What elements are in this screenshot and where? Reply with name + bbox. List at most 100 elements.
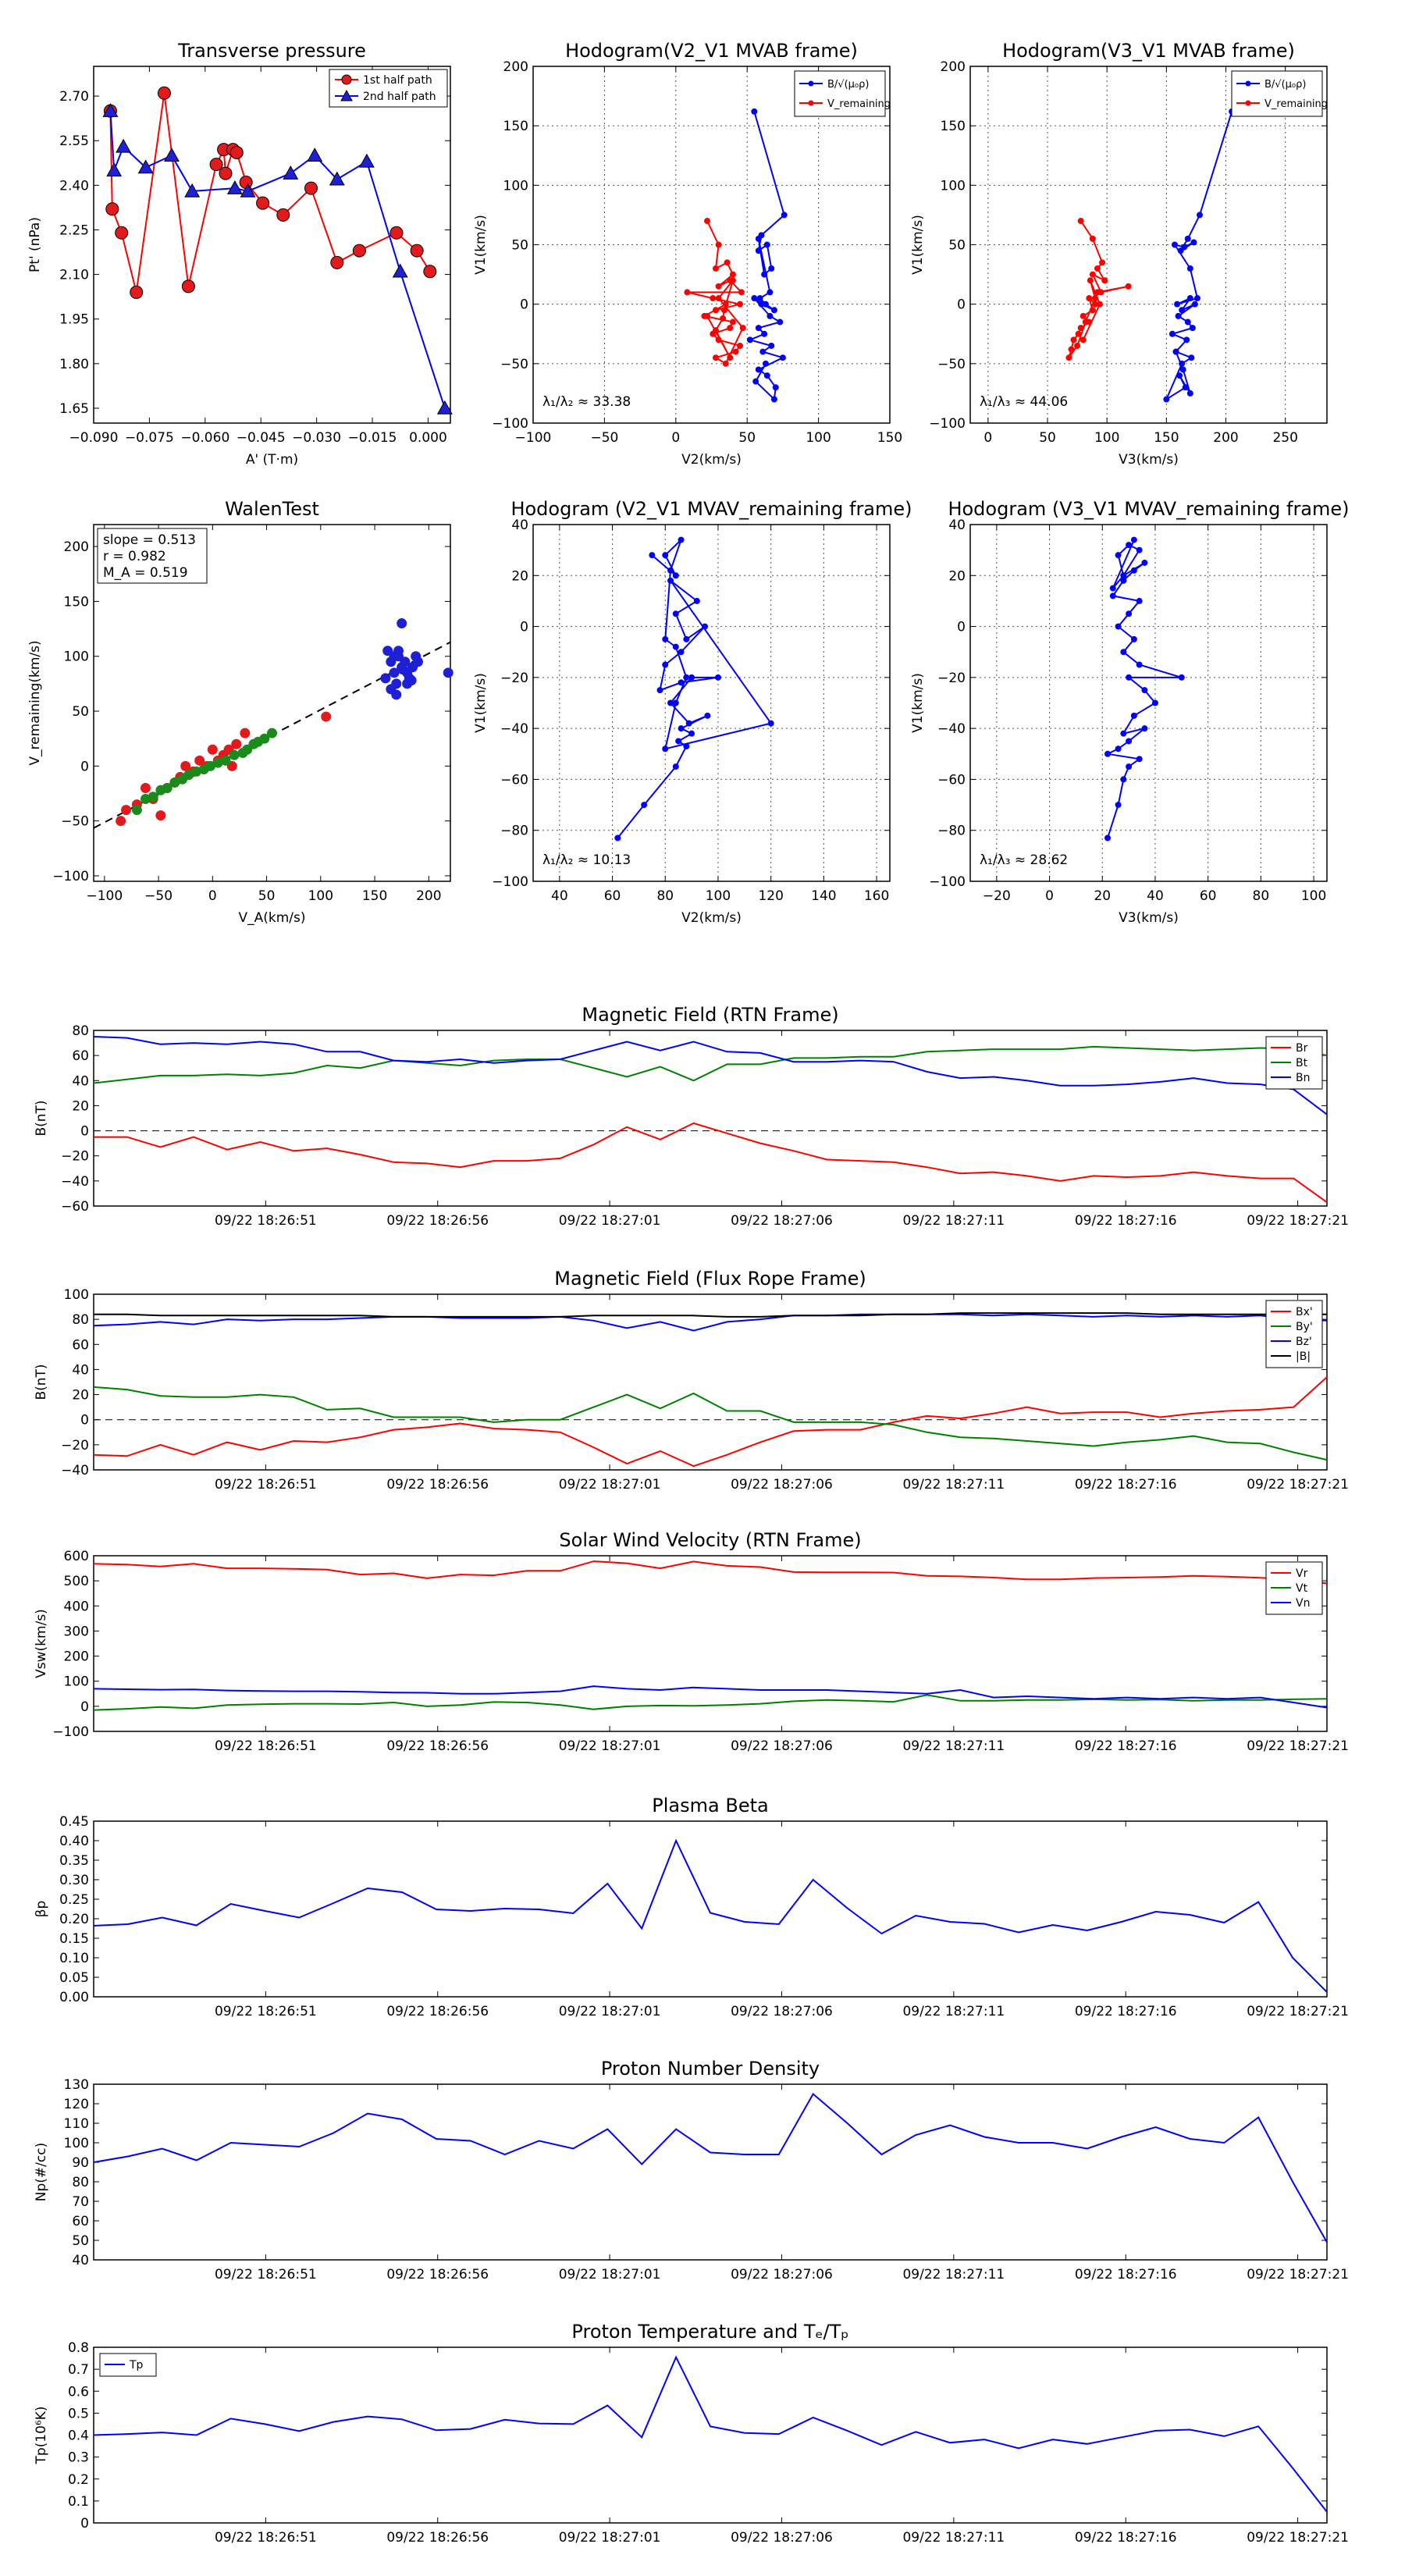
legend-label: B/√(μ₀ρ) (1264, 79, 1306, 91)
scatter-point-red (231, 738, 242, 749)
x-tick-label: 09/22 18:26:51 (215, 2530, 317, 2546)
x-tick-label: 09/22 18:26:56 (386, 2267, 489, 2282)
legend: Bx' By' Bz' |B| (1265, 1300, 1323, 1368)
x-tick-label: −0.060 (180, 430, 229, 446)
x-tick-label: 09/22 18:27:01 (559, 2004, 661, 2019)
hodogram-point-b (1183, 336, 1190, 343)
hodogram-point-b (662, 552, 669, 559)
legend-label: Bx' (1296, 1306, 1313, 1318)
hodogram-point-b (667, 577, 674, 584)
hodogram-point-v (727, 325, 734, 332)
y-tick-label: 60 (72, 1337, 89, 1353)
x-tick-label: 09/22 18:27:11 (902, 1213, 1005, 1229)
hodogram-point-b (1178, 674, 1185, 681)
hodogram-point-b (767, 312, 774, 319)
hodogram-point-b (746, 336, 753, 343)
data-point-2nd-half (102, 102, 119, 117)
x-axis-label: V2(km/s) (681, 452, 742, 468)
hodogram-point-b (683, 742, 690, 749)
chart-proton_number_density: Proton Number Density 40 50 60 70 80 90 100 110 1… (34, 2058, 1349, 2282)
series-line-Bx (93, 1376, 1328, 1468)
x-tick-label: 60 (604, 888, 621, 904)
legend-label: B/√(μ₀ρ) (827, 79, 869, 91)
y-tick-label: 1.95 (59, 312, 89, 328)
hodogram-point-b (1197, 212, 1204, 219)
hodogram-point-b (667, 699, 674, 706)
x-tick-label: 100 (806, 430, 831, 446)
plot-frame (93, 2083, 1328, 2261)
y-tick-label: −20 (937, 671, 966, 686)
hodogram-point-b (767, 289, 774, 296)
y-tick-label: −40 (61, 1463, 89, 1478)
y-tick-label: 40 (72, 2253, 89, 2268)
series-line-beta (93, 1838, 1328, 1993)
x-tick-label: 50 (1039, 430, 1056, 446)
hodogram-point-b (656, 687, 663, 694)
chart-hodogram_v3_v1_mvav: Hodogram (V3_V1 MVAV_remaining frame) −10… (910, 498, 1350, 926)
x-tick-label: 09/22 18:27:11 (902, 2267, 1005, 2282)
legend-label: Tp (129, 2359, 144, 2371)
y-tick-label: 0.35 (59, 1853, 89, 1869)
hodogram-point-v (737, 342, 744, 349)
hodogram-point-b (767, 720, 774, 727)
y-tick-label: −40 (937, 721, 966, 737)
hodogram-point-b (1172, 241, 1179, 248)
y-tick-label: −80 (937, 824, 966, 839)
y-tick-label: −50 (937, 357, 966, 372)
hodogram-point-b (770, 396, 777, 403)
data-point-2nd-half (116, 138, 132, 153)
legend: Vr Vt Vn (1265, 1561, 1323, 1615)
eigenvalue-ratio-annotation: λ₁/λ₂ ≈ 33.38 (542, 394, 631, 410)
legend-label: Bz' (1296, 1336, 1312, 1348)
x-tick-label: 250 (1272, 430, 1297, 446)
x-tick-label: 200 (416, 888, 441, 904)
scatter-point-red (207, 744, 218, 755)
y-tick-label: 90 (72, 2155, 89, 2171)
y-tick-label: 0 (80, 1124, 89, 1140)
hodogram-point-v (724, 259, 731, 266)
series-line-Vn (93, 1685, 1328, 1709)
data-point-2nd-half (436, 400, 453, 415)
hodogram-point-v (1094, 265, 1101, 272)
y-tick-label: −20 (500, 671, 528, 686)
hodogram-point-b (1126, 763, 1133, 770)
data-point-1st-half (389, 226, 404, 240)
hodogram-point-v (715, 336, 722, 343)
y-tick-label: 200 (941, 59, 966, 75)
scatter-point-blue (389, 667, 400, 678)
x-tick-label: 09/22 18:27:21 (1247, 1477, 1349, 1493)
x-tick-label: 09/22 18:27:21 (1247, 1738, 1349, 1754)
hodogram-point-b (1189, 325, 1196, 332)
hodogram-point-b (678, 679, 685, 686)
hodogram-point-v (1075, 330, 1082, 337)
hodogram-point-v (729, 271, 736, 278)
x-axis-label: V2(km/s) (681, 910, 742, 926)
chart-title: Magnetic Field (RTN Frame) (582, 1004, 838, 1026)
x-tick-label: 09/22 18:27:21 (1247, 1213, 1349, 1229)
hodogram-line-b (617, 539, 773, 839)
eigenvalue-ratio-annotation: λ₁/λ₃ ≈ 28.62 (980, 852, 1068, 868)
hodogram-point-v (712, 327, 719, 334)
y-tick-label: −60 (500, 772, 528, 788)
legend: B/√(μ₀ρ) V_remaining (1231, 70, 1328, 117)
legend-label: |B| (1296, 1350, 1311, 1363)
eigenvalue-ratio-annotation: λ₁/λ₂ ≈ 10.13 (542, 852, 631, 868)
hodogram-point-b (768, 265, 775, 272)
plot-frame (969, 524, 1328, 882)
y-axis-label: Pt' (nPa) (27, 217, 43, 272)
hodogram-point-b (1120, 572, 1127, 579)
x-tick-label: 09/22 18:27:06 (731, 1477, 833, 1493)
y-tick-label: 200 (503, 59, 528, 75)
y-axis-label: V_remaining(km/s) (27, 640, 43, 765)
scatter-point-blue (443, 667, 454, 678)
y-tick-label: −80 (500, 824, 528, 839)
x-tick-label: 50 (258, 888, 276, 904)
hodogram-point-b (702, 623, 709, 630)
hodogram-point-b (1115, 623, 1122, 630)
series-line-1st-half (109, 93, 431, 293)
hodogram-point-v (738, 289, 745, 296)
y-axis-label: V1(km/s) (473, 215, 489, 275)
hodogram-point-v (1082, 318, 1089, 326)
chart-walen_test: WalenTest −100 −50 0 50 100 150 200 −100 −50 0 50 10… (27, 498, 454, 926)
hodogram-point-b (678, 536, 685, 543)
